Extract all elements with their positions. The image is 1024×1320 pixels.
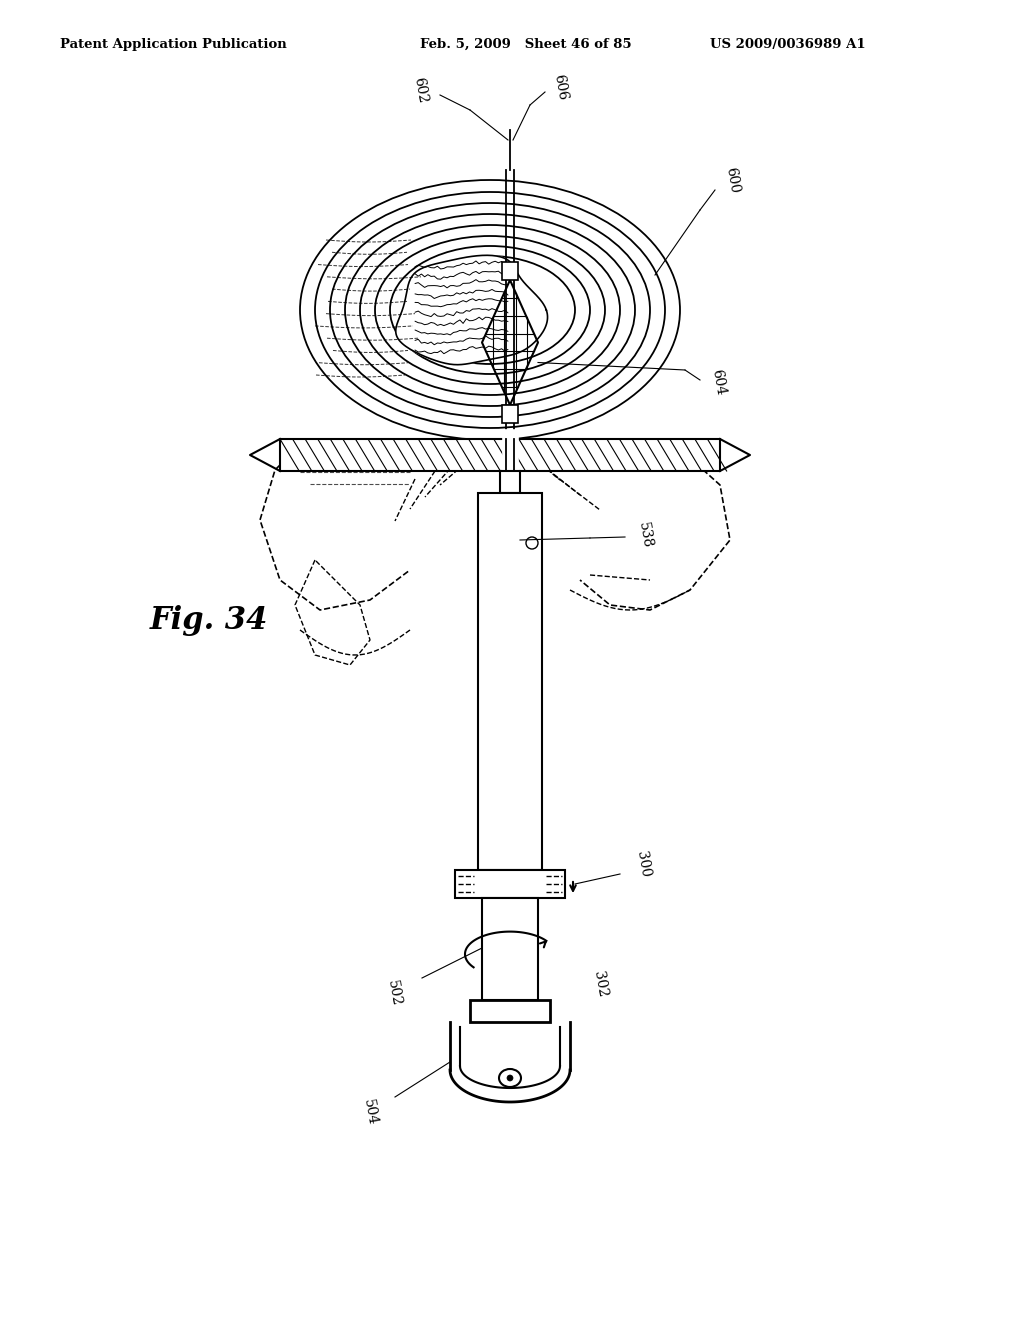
Text: 504: 504 xyxy=(360,1098,379,1126)
Text: Fig. 34: Fig. 34 xyxy=(150,605,268,635)
FancyBboxPatch shape xyxy=(470,1001,550,1022)
Text: Feb. 5, 2009   Sheet 46 of 85: Feb. 5, 2009 Sheet 46 of 85 xyxy=(420,38,632,51)
Text: 502: 502 xyxy=(385,979,403,1007)
Text: 300: 300 xyxy=(634,850,652,878)
Text: 604: 604 xyxy=(709,368,727,396)
Text: 302: 302 xyxy=(591,970,609,998)
FancyBboxPatch shape xyxy=(280,440,720,471)
Polygon shape xyxy=(395,255,548,364)
Text: US 2009/0036989 A1: US 2009/0036989 A1 xyxy=(710,38,865,51)
FancyBboxPatch shape xyxy=(455,870,565,898)
Circle shape xyxy=(507,1074,513,1081)
FancyBboxPatch shape xyxy=(502,405,518,422)
FancyBboxPatch shape xyxy=(500,471,520,492)
Text: Patent Application Publication: Patent Application Publication xyxy=(60,38,287,51)
FancyBboxPatch shape xyxy=(502,261,518,280)
Text: 600: 600 xyxy=(723,166,741,194)
FancyBboxPatch shape xyxy=(478,492,542,870)
Text: 602: 602 xyxy=(411,75,429,104)
FancyBboxPatch shape xyxy=(482,898,538,1001)
Text: 606: 606 xyxy=(551,73,569,102)
Text: 538: 538 xyxy=(636,521,654,549)
